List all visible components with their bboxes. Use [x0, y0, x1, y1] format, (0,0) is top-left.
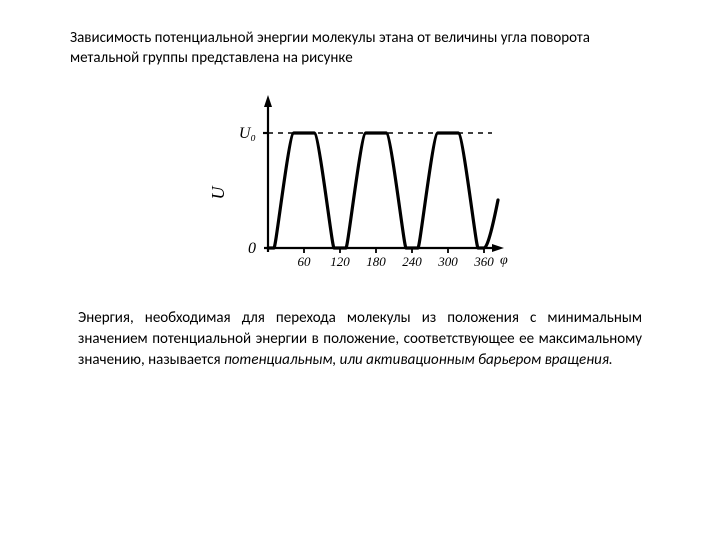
svg-text:360: 360 [473, 254, 494, 269]
caption-emphasis: потенциальным, или активационным барьеро… [224, 351, 613, 369]
svg-text:180: 180 [366, 254, 386, 269]
svg-text:0: 0 [248, 240, 256, 257]
svg-text:120: 120 [330, 254, 350, 269]
caption-text: Энергия, необходимая для перехода молеку… [70, 308, 650, 371]
svg-text:240: 240 [402, 254, 422, 269]
potential-energy-chart: U₀ 0 Uφ 60 120 180 240 300 360 [210, 83, 510, 288]
svg-text:300: 300 [437, 254, 458, 269]
svg-text:U: U [210, 185, 228, 199]
figure-container: U₀ 0 Uφ 60 120 180 240 300 360 [70, 83, 650, 288]
svg-text:φ: φ [500, 253, 508, 268]
svg-text:U₀: U₀ [239, 125, 256, 142]
intro-text: Зависимость потенциальной энергии молеку… [70, 28, 650, 69]
svg-text:60: 60 [298, 254, 312, 269]
